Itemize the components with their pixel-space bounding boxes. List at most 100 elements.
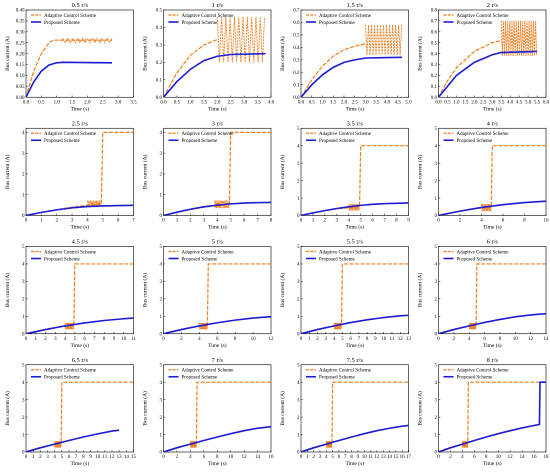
y-tick-label: 5 [297, 127, 300, 132]
x-tick-label: 3 [319, 455, 322, 460]
x-tick-label: 4 [461, 455, 464, 460]
x-tick-label: 2 [39, 455, 42, 460]
chart-panel: 6.5 r/s0 1 2 3 4 5 6 7 8 9 10 11 12 13 14 15012345Time … [4, 357, 137, 467]
x-tick-label: 2 [176, 455, 179, 460]
legend-adaptive-label: Adaptive Control Scheme [319, 369, 372, 374]
x-tick-label: 6 [68, 455, 71, 460]
x-tick-label: 0 [25, 337, 28, 342]
y-tick-label: 0.40 [16, 9, 25, 14]
x-axis-label: Time (s) [208, 224, 227, 231]
y-axis-label: Bus current (A) [279, 391, 286, 426]
x-tick-label: 7 [383, 219, 386, 224]
x-tick-label: 9 [113, 337, 116, 342]
legend-adaptive-label: Adaptive Control Scheme [182, 132, 235, 137]
x-tick-label: 16 [400, 455, 406, 460]
y-tick-label: 0.1 [431, 85, 438, 90]
proposed-series-line [26, 61, 113, 98]
x-tick-label: 4.0 [384, 100, 391, 105]
y-tick-label: 0 [435, 332, 438, 337]
x-tick-label: 4 [468, 337, 471, 342]
x-tick-label: 8 [350, 455, 353, 460]
adaptive-oscillation [216, 16, 265, 63]
adaptive-oscillation [198, 322, 208, 330]
x-tick-label: 2 [449, 455, 452, 460]
x-tick-label: 2.0 [214, 100, 221, 105]
y-tick-label: 3 [22, 398, 25, 403]
x-tick-label: 4 [53, 455, 56, 460]
x-tick-label: 4 [86, 219, 89, 224]
chart-title: 4.5 r/s [72, 239, 89, 246]
y-tick-label: 0.3 [431, 63, 438, 68]
x-tick-label: 1 [308, 337, 311, 342]
y-tick-label: 4 [160, 381, 163, 386]
y-tick-label: 1 [297, 433, 300, 438]
y-tick-label: 0 [160, 214, 163, 219]
x-tick-label: 15 [393, 455, 399, 460]
legend-adaptive-label: Adaptive Control Scheme [44, 132, 97, 137]
y-tick-label: 2 [160, 173, 163, 178]
legend-adaptive-label: Adaptive Control Scheme [457, 369, 510, 374]
x-tick-label: 9 [407, 219, 410, 224]
plot-frame [25, 127, 134, 216]
x-tick-label: 0.5 [38, 100, 45, 105]
proposed-series-line [163, 315, 271, 334]
chart-panel: 1 r/s 0.0 0.5 1.0 1.5 2.0 2.5 3.0 3.5 4.0 0.0 0.1 0.… [142, 2, 275, 112]
y-tick-label: 2 [297, 416, 300, 421]
x-tick-label: 10 [381, 337, 387, 342]
x-tick-label: 1.0 [54, 100, 61, 105]
x-tick-label: 4 [325, 455, 328, 460]
x-tick-label: 3.0 [241, 100, 248, 105]
adaptive-oscillation [189, 441, 197, 448]
proposed-series-line [438, 312, 546, 334]
y-tick-label: 0 [297, 214, 300, 219]
x-tick-label: 18 [544, 455, 550, 460]
chart-panel: 0.5 r/s 0.0 0.5 1.0 1.5 2.0 2.5 3.0 3.5 0.00 0.05 0… [4, 2, 137, 112]
y-tick-label: 0 [22, 451, 25, 456]
y-tick-label: 1 [22, 433, 25, 438]
x-tick-label: 3.5 [373, 100, 380, 105]
x-tick-label: 2 [453, 337, 456, 342]
x-tick-label: 3 [336, 219, 339, 224]
x-tick-label: 4 [198, 337, 201, 342]
legend-adaptive-label: Adaptive Control Scheme [182, 250, 235, 255]
x-tick-label: 1 [40, 219, 43, 224]
x-tick-label: 15 [131, 455, 137, 460]
chart-title: 3 r/s [212, 120, 224, 127]
y-tick-label: 0.5 [156, 9, 163, 14]
adaptive-oscillation [500, 20, 538, 56]
x-tick-label: 1.5 [201, 100, 208, 105]
x-tick-label: 3 [71, 219, 74, 224]
x-tick-label: 9 [374, 337, 377, 342]
x-tick-label: 3.5 [254, 100, 261, 105]
y-tick-label: 0.05 [16, 85, 25, 90]
x-axis-label: Time (s) [70, 342, 89, 349]
x-tick-label: 3 [46, 455, 49, 460]
y-tick-label: 0.0 [293, 96, 300, 101]
chart-title: 7.5 r/s [347, 357, 364, 364]
adaptive-series-line [438, 39, 502, 98]
y-tick-label: 0.0 [156, 96, 163, 101]
adaptive-oscillation [348, 204, 360, 211]
plot-frame [25, 246, 134, 335]
x-axis-label: Time (s) [345, 105, 364, 112]
y-tick-label: 4 [435, 144, 438, 149]
chart-title: 5.5 r/s [347, 239, 364, 246]
y-tick-label: 1 [297, 197, 300, 202]
x-tick-label: 16 [532, 455, 538, 460]
plot-frame [300, 364, 409, 453]
adaptive-series-line [26, 381, 134, 452]
x-axis-label: Time (s) [483, 105, 502, 112]
chart-title: 5 r/s [212, 239, 224, 246]
x-tick-label: 2.0 [84, 100, 91, 105]
y-axis-label: Bus current (A) [417, 154, 424, 189]
adaptive-series-line [163, 39, 218, 98]
x-tick-label: 0.0 [435, 100, 442, 105]
y-tick-label: 5 [297, 363, 300, 368]
plot-frame [163, 364, 272, 453]
y-tick-label: 3 [22, 280, 25, 285]
y-tick-label: 1 [160, 193, 163, 198]
x-tick-label: 10 [95, 455, 101, 460]
x-tick-label: 0.0 [160, 100, 167, 105]
